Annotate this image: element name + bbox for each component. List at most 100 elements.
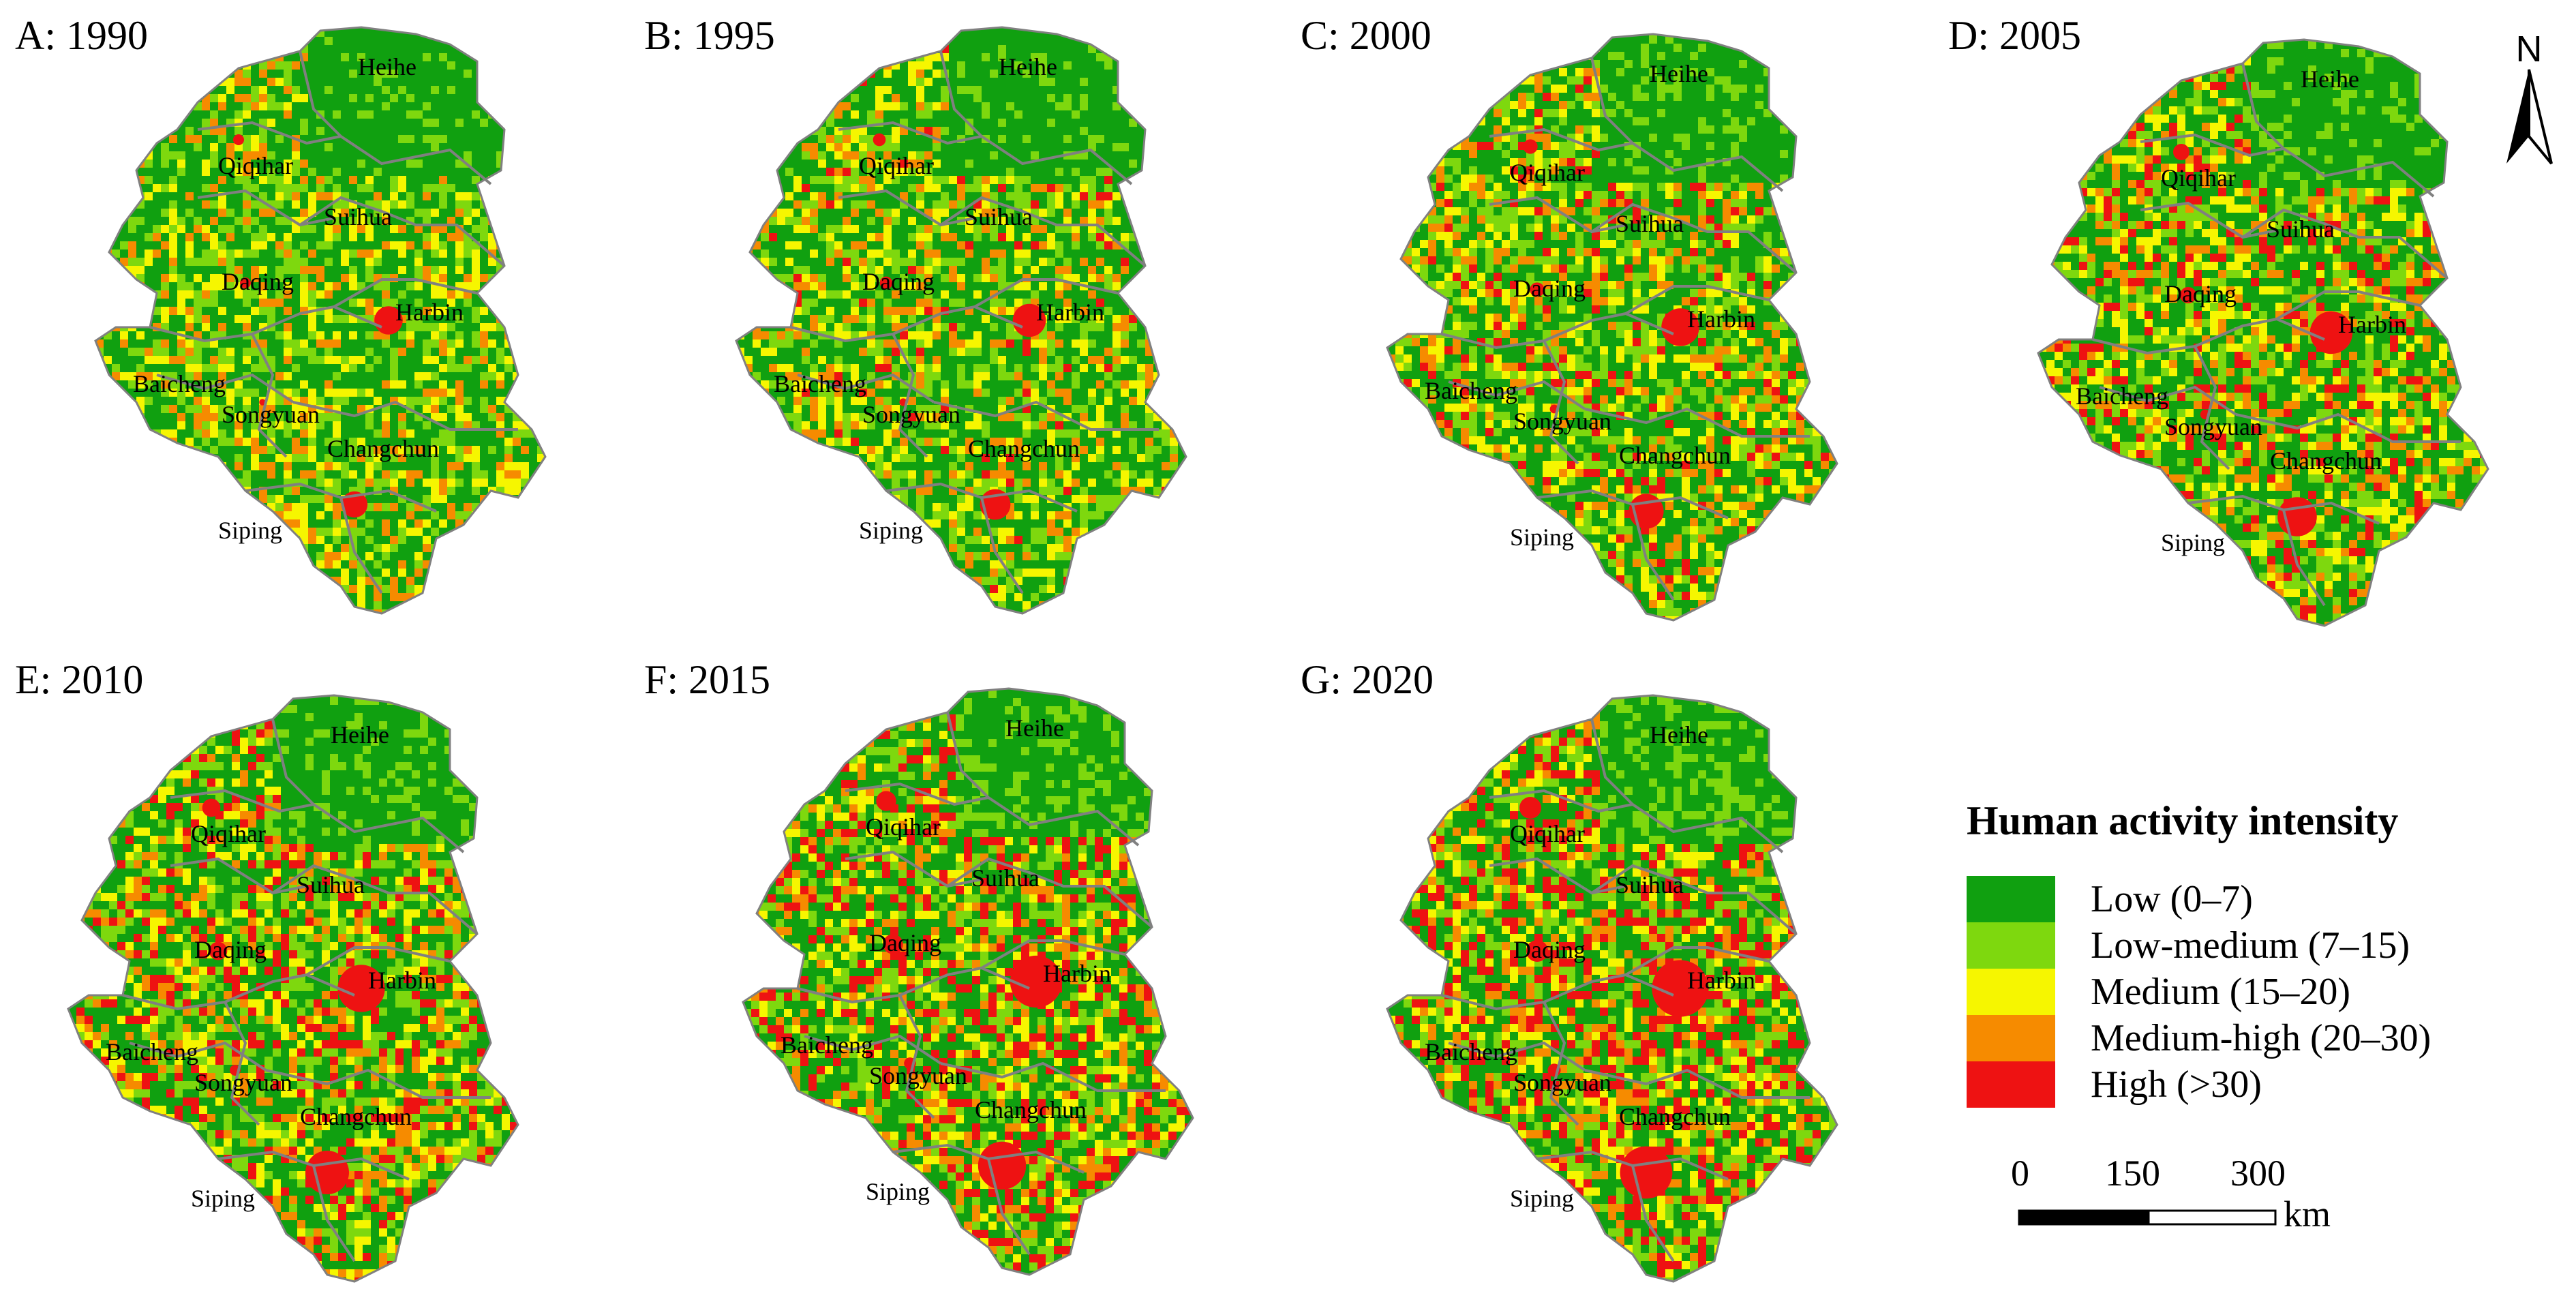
city-label-suihua: Suihua	[971, 864, 1040, 892]
city-label-qiqihar: Qiqihar	[1510, 820, 1585, 847]
urban-core	[873, 134, 886, 147]
city-label-changchun: Changchun	[1619, 442, 1731, 469]
city-label-changchun: Changchun	[1619, 1103, 1731, 1130]
city-label-changchun: Changchun	[327, 435, 439, 462]
region-map: HeiheQiqiharSuihuaDaqingHarbinBaichengSo…	[743, 682, 1207, 1295]
city-label-siping: Siping	[1510, 524, 1574, 551]
city-label-siping: Siping	[859, 517, 923, 544]
region-map: HeiheQiqiharSuihuaDaqingHarbinBaichengSo…	[1387, 688, 1851, 1302]
city-label-songyuan: Songyuan	[1513, 408, 1611, 435]
urban-core	[1556, 1225, 1573, 1243]
scale-tick-label: 0	[2011, 1152, 2029, 1194]
scale-tick-label: 300	[2230, 1152, 2286, 1194]
legend-swatch	[1967, 1061, 2055, 1108]
city-label-songyuan: Songyuan	[194, 1069, 292, 1096]
urban-core	[238, 1226, 252, 1241]
city-label-songyuan: Songyuan	[862, 401, 960, 428]
city-label-songyuan: Songyuan	[222, 401, 320, 428]
city-label-qiqihar: Qiqihar	[859, 152, 934, 179]
north-arrow-icon: N	[2491, 27, 2566, 170]
city-label-baicheng: Baicheng	[1425, 377, 1517, 404]
city-label-heihe: Heihe	[1650, 721, 1708, 748]
city-label-baicheng: Baicheng	[133, 370, 226, 397]
urban-core	[876, 791, 896, 811]
urban-core	[2173, 144, 2189, 160]
city-label-songyuan: Songyuan	[869, 1062, 967, 1089]
city-label-changchun: Changchun	[975, 1096, 1087, 1123]
city-label-baicheng: Baicheng	[106, 1038, 198, 1065]
urban-core	[912, 1219, 928, 1235]
legend-item-medium-high: Medium-high (20–30)	[1967, 1015, 2431, 1061]
urban-core	[269, 562, 277, 571]
city-label-qiqihar: Qiqihar	[191, 820, 266, 847]
city-label-siping: Siping	[191, 1185, 255, 1212]
legend: Human activity intensity Low (0–7) Low-m…	[1967, 798, 2553, 1111]
scale-unit: km	[2284, 1193, 2331, 1235]
city-label-siping: Siping	[218, 517, 282, 544]
legend-swatch	[1967, 1015, 2055, 1061]
city-label-harbin: Harbin	[2338, 311, 2406, 338]
legend-swatch	[1967, 876, 2055, 922]
legend-item-medium: Medium (15–20)	[1967, 969, 2431, 1015]
city-label-baicheng: Baicheng	[2076, 382, 2168, 410]
city-label-heihe: Heihe	[999, 53, 1057, 80]
city-label-harbin: Harbin	[1043, 960, 1111, 987]
urban-core	[305, 1151, 349, 1194]
urban-core	[202, 799, 221, 817]
city-label-harbin: Harbin	[1687, 967, 1755, 994]
city-label-daqing: Daqing	[2164, 280, 2237, 307]
city-label-suihua: Suihua	[2267, 215, 2335, 243]
urban-core	[909, 561, 919, 571]
urban-core	[1523, 139, 1537, 153]
city-label-harbin: Harbin	[1036, 299, 1104, 326]
legend-label: Low (0–7)	[2091, 877, 2253, 921]
scale-bar-graphic	[2018, 1208, 2284, 1228]
urban-core	[233, 134, 244, 145]
legend-label: Low-medium (7–15)	[2091, 924, 2410, 967]
city-label-suihua: Suihua	[965, 203, 1033, 230]
legend-label: Medium (15–20)	[2091, 970, 2350, 1014]
legend-item-low: Low (0–7)	[1967, 876, 2431, 922]
city-label-daqing: Daqing	[869, 929, 941, 956]
scale-segment-dark	[2019, 1211, 2149, 1224]
legend-label: Medium-high (20–30)	[2091, 1016, 2431, 1060]
city-label-harbin: Harbin	[395, 299, 464, 326]
city-label-daqing: Daqing	[222, 268, 294, 295]
city-label-changchun: Changchun	[300, 1103, 412, 1130]
city-label-qiqihar: Qiqihar	[218, 152, 293, 179]
urban-core	[978, 1142, 1026, 1190]
region-map: HeiheQiqiharSuihuaDaqingHarbinBaichengSo…	[68, 688, 532, 1302]
city-label-daqing: Daqing	[862, 268, 935, 295]
scale-bar: 0 150 300 km	[2018, 1152, 2359, 1241]
scale-tick-label: 150	[2105, 1152, 2160, 1194]
city-label-siping: Siping	[2161, 529, 2225, 556]
city-label-heihe: Heihe	[1005, 714, 1064, 742]
city-label-songyuan: Songyuan	[2164, 413, 2262, 440]
city-label-daqing: Daqing	[1513, 936, 1586, 963]
city-label-heihe: Heihe	[358, 53, 416, 80]
city-label-daqing: Daqing	[194, 936, 267, 963]
city-label-qiqihar: Qiqihar	[1510, 159, 1585, 186]
region-map: Heihe Qiqihar Suihua Daqing Harbin Baicheng So…	[2038, 33, 2502, 646]
region-map: HeiheQiqiharSuihuaDaqingHarbinBaichengSo…	[736, 20, 1200, 634]
city-label-songyuan: Songyuan	[1513, 1069, 1611, 1096]
city-label-heihe: Heihe	[1650, 60, 1708, 87]
legend-item-low-medium: Low-medium (7–15)	[1967, 922, 2431, 969]
urban-core	[2209, 571, 2222, 584]
city-label-daqing: Daqing	[1513, 275, 1586, 302]
city-label-suihua: Suihua	[297, 871, 365, 898]
legend-title: Human activity intensity	[1967, 798, 2398, 845]
city-label-baicheng: Baicheng	[781, 1031, 873, 1059]
city-label-suihua: Suihua	[1616, 210, 1684, 237]
legend-swatch	[1967, 969, 2055, 1015]
urban-core	[1620, 1147, 1673, 1199]
city-label-suihua: Suihua	[1616, 871, 1684, 898]
city-label-qiqihar: Qiqihar	[2161, 164, 2236, 192]
legend-item-high: High (>30)	[1967, 1061, 2431, 1108]
city-label-siping: Siping	[866, 1178, 930, 1205]
city-label-siping: Siping	[1510, 1185, 1574, 1212]
legend-swatch	[1967, 922, 2055, 969]
north-arrow-dark-half	[2506, 70, 2529, 164]
city-label-heihe: Heihe	[2301, 65, 2359, 93]
